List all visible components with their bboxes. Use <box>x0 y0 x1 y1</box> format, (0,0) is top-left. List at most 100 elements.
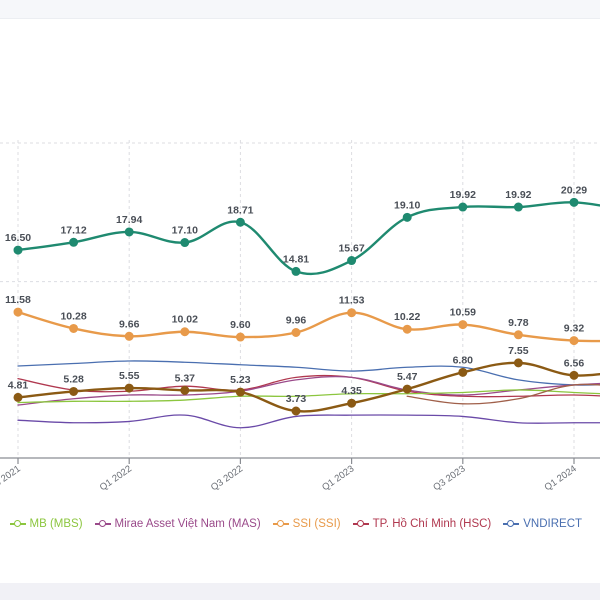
data-label: 10.28 <box>60 310 86 322</box>
x-tick-label: Q3 2023 <box>431 463 467 493</box>
data-label: 6.56 <box>564 357 585 369</box>
data-label: 7.55 <box>508 345 529 357</box>
data-point[interactable] <box>180 385 190 395</box>
data-point[interactable] <box>402 384 412 394</box>
legend-item[interactable]: SSI (SSI) <box>272 518 341 530</box>
data-label: 5.55 <box>119 370 140 382</box>
data-point[interactable] <box>347 256 357 266</box>
data-point[interactable] <box>513 330 523 340</box>
data-point[interactable] <box>69 237 79 247</box>
data-point[interactable] <box>569 370 579 380</box>
data-label: 5.23 <box>230 374 251 386</box>
data-point[interactable] <box>124 227 134 237</box>
series-line-late-brown-series <box>406 383 600 405</box>
series-line-brown-series <box>16 361 600 413</box>
legend-marker-icon <box>94 520 111 528</box>
series-line-vndirect <box>17 360 600 386</box>
data-point[interactable] <box>235 387 245 397</box>
data-point[interactable] <box>291 406 301 416</box>
series-line-ssi-ssi <box>16 310 600 343</box>
data-point[interactable] <box>13 392 23 402</box>
series-lines <box>13 197 600 429</box>
data-label: 9.96 <box>286 315 307 327</box>
data-point[interactable] <box>458 202 468 212</box>
data-label: 18.71 <box>227 204 253 216</box>
legend-item[interactable]: Mirae Asset Việt Nam (MAS) <box>94 518 261 530</box>
data-point[interactable] <box>513 202 523 212</box>
data-label: 10.22 <box>394 311 420 323</box>
data-point[interactable] <box>402 324 412 334</box>
data-point[interactable] <box>235 217 245 227</box>
data-label: 5.47 <box>397 371 418 383</box>
data-label: 10.59 <box>450 307 476 319</box>
data-labels: 16.50 17.12 17.94 17.10 18.71 14.81 15.67 19.10… <box>5 184 587 405</box>
data-point[interactable] <box>69 386 79 396</box>
data-point[interactable] <box>347 398 357 408</box>
data-label: 9.66 <box>119 318 140 330</box>
data-label: 5.28 <box>63 373 84 385</box>
data-label: 17.10 <box>172 225 198 237</box>
legend-item[interactable]: TP. Hồ Chí Minh (HSC) <box>352 518 492 530</box>
data-label: 4.35 <box>341 385 362 397</box>
legend-item[interactable]: MB (MBS) <box>9 518 83 530</box>
data-label: 14.81 <box>283 253 309 265</box>
legend-marker-icon <box>9 520 26 528</box>
data-label: 9.60 <box>230 319 251 331</box>
data-label: 4.81 <box>8 379 29 391</box>
data-label: 19.92 <box>505 189 531 201</box>
series-line-purple-low-series <box>17 414 600 429</box>
data-label: 20.29 <box>561 184 587 196</box>
legend-label: SSI (SSI) <box>292 518 341 530</box>
legend-label: TP. Hồ Chí Minh (HSC) <box>372 518 492 530</box>
series-line-tp-h-ch-minh-hsc <box>17 374 600 398</box>
x-tick-label: Q1 2024 <box>543 463 579 493</box>
data-point[interactable] <box>458 367 468 377</box>
data-point[interactable] <box>180 238 190 248</box>
data-point[interactable] <box>124 383 134 393</box>
legend-marker-icon <box>503 520 520 528</box>
legend-label: VNDIRECT <box>523 518 583 530</box>
data-label: 15.67 <box>338 243 364 255</box>
x-axis: Q3 2021 Q1 2022 Q3 2022 Q1 2023 Q3 2023 Q1 20… <box>0 457 600 493</box>
data-label: 6.80 <box>453 354 474 366</box>
data-label: 9.32 <box>564 323 585 335</box>
data-label: 16.50 <box>5 232 31 244</box>
data-point[interactable] <box>13 307 23 317</box>
x-tick-label: Q1 2023 <box>320 463 356 493</box>
data-point[interactable] <box>513 358 523 368</box>
data-point[interactable] <box>569 336 579 346</box>
x-tick-label: Q1 2022 <box>98 463 134 493</box>
data-label: 9.78 <box>508 317 529 329</box>
legend-label: MB (MBS) <box>29 518 83 530</box>
bottom-bar <box>0 583 600 600</box>
data-label: 17.94 <box>116 214 142 226</box>
legend-item[interactable]: VNDIRECT <box>503 518 582 530</box>
legend-label: Mirae Asset Việt Nam (MAS) <box>114 518 261 530</box>
data-label: 19.10 <box>394 199 420 211</box>
data-label: 11.58 <box>5 294 31 306</box>
x-tick-label: Q3 2022 <box>209 463 245 493</box>
series-line-mb-mbs <box>17 389 600 404</box>
legend-marker-icon <box>272 520 289 528</box>
data-point[interactable] <box>291 328 301 338</box>
data-point[interactable] <box>347 308 357 318</box>
data-label: 11.53 <box>339 295 365 307</box>
data-label: 3.73 <box>286 393 307 405</box>
data-label: 17.12 <box>60 224 86 236</box>
data-point[interactable] <box>69 323 79 333</box>
top-bar <box>0 0 600 18</box>
data-label: 10.02 <box>172 314 198 326</box>
data-point[interactable] <box>458 320 468 330</box>
data-point[interactable] <box>235 332 245 342</box>
data-point[interactable] <box>180 327 190 337</box>
data-point[interactable] <box>402 212 412 222</box>
data-label: 5.37 <box>175 372 196 384</box>
legend: S)MB (MBS)Mirae Asset Việt Nam (MAS)SSI … <box>0 518 582 530</box>
data-point[interactable] <box>291 266 301 276</box>
data-point[interactable] <box>13 245 23 255</box>
x-tick-label: Q3 2021 <box>0 463 23 493</box>
data-point[interactable] <box>569 197 579 207</box>
data-point[interactable] <box>124 331 134 341</box>
data-label: 19.92 <box>450 189 476 201</box>
